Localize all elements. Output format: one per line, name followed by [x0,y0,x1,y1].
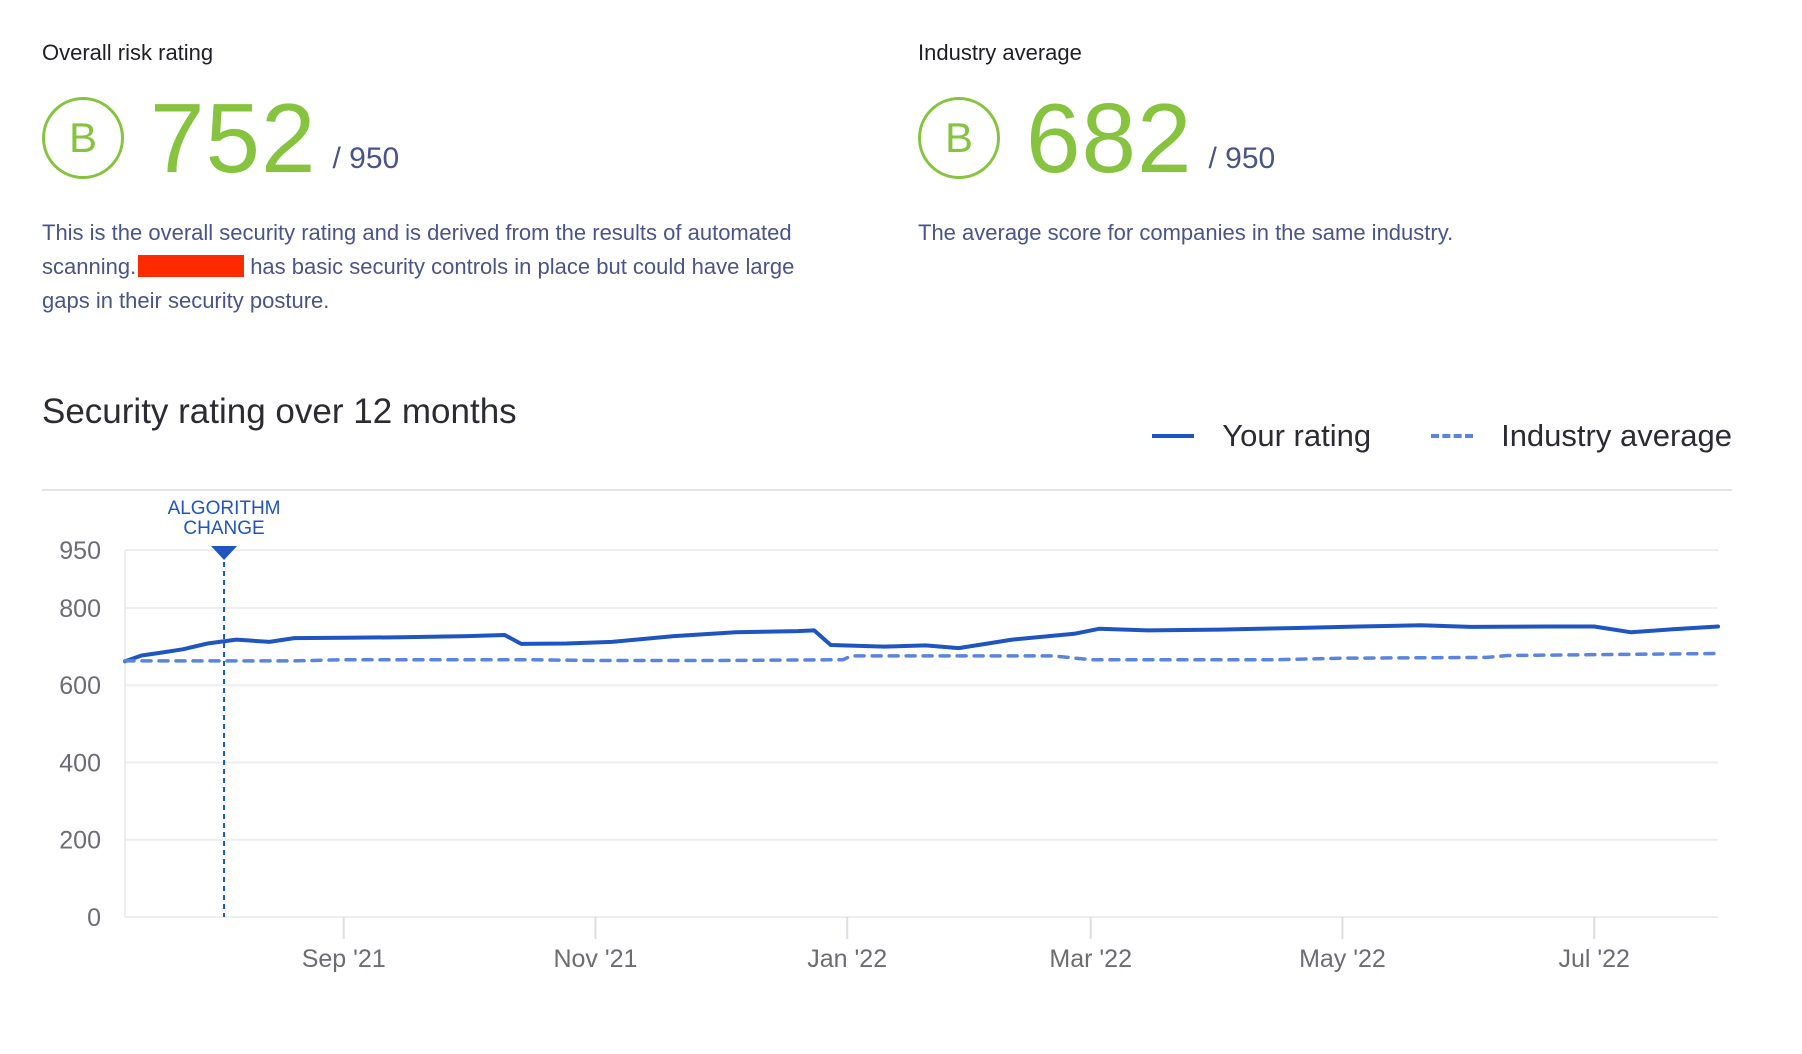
overall-risk-card: Overall risk rating B 752 / 950 This is … [42,40,842,318]
industry-score-max: / 950 [1208,142,1276,175]
algorithm-change-marker-icon [211,546,238,560]
chart-legend: Your rating Industry average [1092,418,1732,454]
legend-swatch-dashed [1431,434,1474,438]
x-tick-label: Jan '22 [807,945,887,973]
legend-item-industry-average[interactable]: Industry average [1431,418,1732,454]
industry-score-value: 682 [1026,83,1193,193]
industry-average-card: Industry average B 682 / 950 The average… [918,40,1718,250]
y-tick-label: 200 [59,827,101,855]
your-rating-line [123,623,1720,664]
overall-description-part2: has basic security controls in place but… [42,254,795,313]
x-tick-label: May '22 [1299,945,1386,973]
industry-average-label: Industry average [918,40,1082,65]
overall-score-value: 752 [150,83,317,193]
legend-swatch-solid [1152,434,1195,438]
industry-score-row: B 682 / 950 [918,88,1718,188]
overall-description-part1: This is the overall security rating and … [42,220,792,279]
industry-grade-badge: B [918,97,1000,179]
algorithm-change-label-line1: ALGORITHM [168,498,281,519]
redacted-company-name [138,255,245,277]
x-tick-label: Sep '21 [302,945,386,973]
y-tick-label: 0 [87,904,101,932]
overall-risk-label: Overall risk rating [42,40,214,65]
overall-description: This is the overall security rating and … [42,216,832,318]
overall-grade-badge: B [42,97,124,179]
legend-item-your-rating[interactable]: Your rating [1152,418,1371,454]
y-tick-label: 600 [59,672,101,700]
industry-description: The average score for companies in the s… [918,220,1454,245]
overall-score-max: / 950 [332,142,400,175]
x-tick-label: Jul '22 [1558,945,1629,973]
overall-score-row: B 752 / 950 [42,88,842,188]
legend-label-your-rating: Your rating [1222,418,1372,453]
industry-average-line [123,651,1720,663]
x-tick-label: Mar '22 [1049,945,1132,973]
y-tick-label: 950 [59,537,101,565]
security-rating-chart: 0 200 400 600 800 950 Sep '21 Nov '21 Jan '22 Mar… [42,489,1732,973]
y-tick-label: 800 [59,595,101,623]
x-tick-label: Nov '21 [553,945,637,973]
legend-label-industry-average: Industry average [1501,418,1732,453]
chart-title: Security rating over 12 months [42,392,517,431]
y-tick-label: 400 [59,749,101,777]
algorithm-change-label-line2: CHANGE [183,518,264,539]
